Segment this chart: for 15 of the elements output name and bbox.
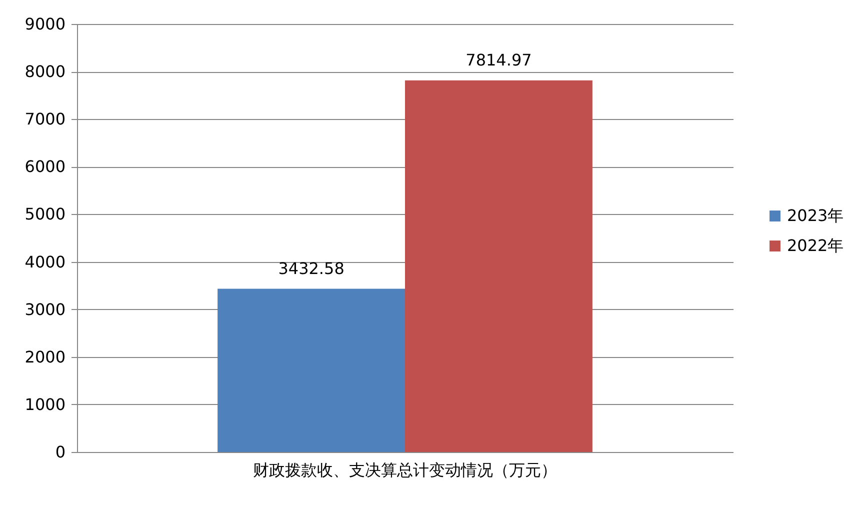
y-tick-label: 5000: [24, 204, 66, 224]
data-label: 3432.58: [278, 258, 344, 278]
y-tick-label: 2000: [24, 347, 66, 366]
y-tick-label: 8000: [24, 62, 66, 82]
y-tick-label: 3000: [24, 300, 66, 319]
legend-label: 2022年: [787, 236, 844, 255]
data-label: 7814.97: [466, 50, 532, 70]
y-tick-label: 1000: [24, 394, 66, 414]
y-tick-label: 4000: [24, 252, 66, 272]
legend-label: 2023年: [787, 206, 844, 225]
y-tick-label: 6000: [24, 157, 66, 176]
x-tick-label: 财政拨款收、支决算总计变动情况（万元）: [253, 460, 557, 480]
y-tick-label: 9000: [24, 14, 66, 34]
y-tick-label: 7000: [24, 110, 66, 129]
y-tick-label: 0: [55, 442, 66, 462]
